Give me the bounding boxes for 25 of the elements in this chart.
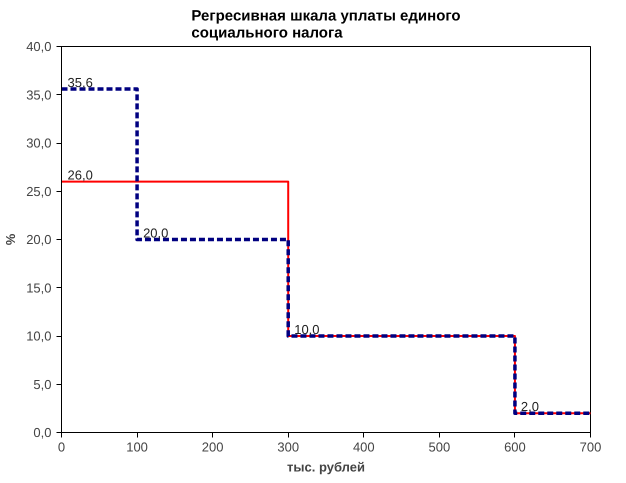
x-tick-label: 200 — [202, 440, 224, 454]
y-tick-label: 25,0 — [26, 184, 52, 199]
y-tick-label: 10,0 — [26, 328, 52, 344]
x-tick-label: 300 — [277, 440, 300, 454]
x-tick-label: 500 — [428, 440, 450, 454]
y-tick-label: 20,0 — [26, 232, 52, 247]
y-tick-label: 5,0 — [33, 376, 52, 392]
x-tick-label: 0 — [58, 440, 66, 454]
y-tick-label: 35,0 — [26, 87, 52, 102]
y-tick-label: 30,0 — [26, 136, 52, 150]
x-tick-label: 700 — [580, 440, 602, 454]
y-tick-label: 0,0 — [33, 425, 52, 440]
data-label: 35,6 — [68, 74, 93, 90]
x-tick-label: 400 — [352, 440, 375, 454]
y-tick-label: 15,0 — [26, 280, 52, 296]
y-axis-title: % — [3, 233, 18, 246]
y-tick-label: 40,0 — [26, 39, 52, 54]
data-label: 10,0 — [294, 322, 320, 337]
x-tick-label: 100 — [126, 440, 148, 454]
x-axis-title: тыс. рублей — [287, 460, 365, 474]
data-label: 2,0 — [520, 399, 540, 414]
chart-title: Регресивная шкала уплаты единого социального налога — [191, 8, 461, 42]
data-label: 20,0 — [143, 226, 168, 240]
x-tick-label: 600 — [504, 440, 526, 454]
data-label: 26,0 — [68, 168, 93, 183]
